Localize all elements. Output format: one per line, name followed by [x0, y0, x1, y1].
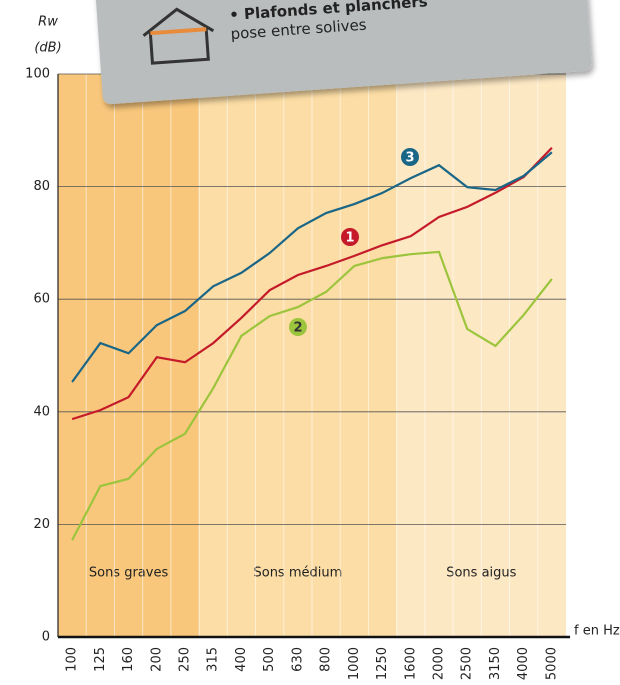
series-badge	[289, 318, 307, 336]
y-tick-label: 40	[33, 404, 50, 419]
x-tick-label: 1250	[375, 647, 390, 680]
series-name: 3	[405, 151, 414, 166]
series-name: 2	[293, 321, 302, 336]
x-tick-label: 200	[149, 647, 164, 672]
band	[58, 74, 200, 637]
band	[199, 74, 397, 637]
x-tick-label: 250	[178, 647, 193, 672]
x-tick-label: 125	[93, 647, 108, 672]
y-tick-label: 100	[25, 67, 50, 82]
x-tick-label: 2000	[432, 647, 447, 680]
series-badge	[341, 228, 359, 246]
x-tick-label: 500	[262, 647, 277, 672]
y-tick-label: 0	[42, 630, 50, 645]
band-label: Sons graves	[89, 566, 169, 581]
card	[94, 0, 592, 105]
series-line	[71, 151, 553, 383]
y-tick-label: 60	[33, 292, 50, 307]
x-tick-label: 2500	[460, 647, 475, 680]
plot-area: Sons graves Sons médium Sons aigus02040608…	[25, 67, 570, 680]
band-label: Sons médium	[253, 566, 342, 581]
x-tick-label: 1600	[403, 647, 418, 680]
x-tick-label: 100	[65, 647, 80, 672]
y-tick-label: 20	[33, 517, 50, 532]
x-tick-label: 315	[206, 647, 221, 672]
x-tick-label: 400	[234, 647, 249, 672]
x-tick-label: 4000	[516, 647, 531, 680]
x-tick-label: 5000	[544, 647, 559, 680]
x-tick-label: 1000	[347, 647, 362, 680]
y-axis-label: Rw	[38, 15, 58, 30]
x-tick-label: 3150	[488, 647, 503, 680]
header-card: • Plafonds et planchers pose entre soliv…	[94, 0, 592, 105]
series-line	[71, 250, 553, 541]
series-badge	[401, 148, 419, 166]
x-tick-label: 160	[121, 647, 136, 672]
y-tick-label: 80	[33, 179, 50, 194]
series-name: 1	[345, 231, 354, 246]
x-tick-label: 800	[319, 647, 334, 672]
house-icon	[142, 7, 215, 65]
x-axis-label: f en Hz	[574, 624, 620, 639]
x-tick-label: 630	[290, 647, 305, 672]
series-line	[71, 146, 553, 421]
y-axis-label: (dB)	[34, 41, 61, 56]
